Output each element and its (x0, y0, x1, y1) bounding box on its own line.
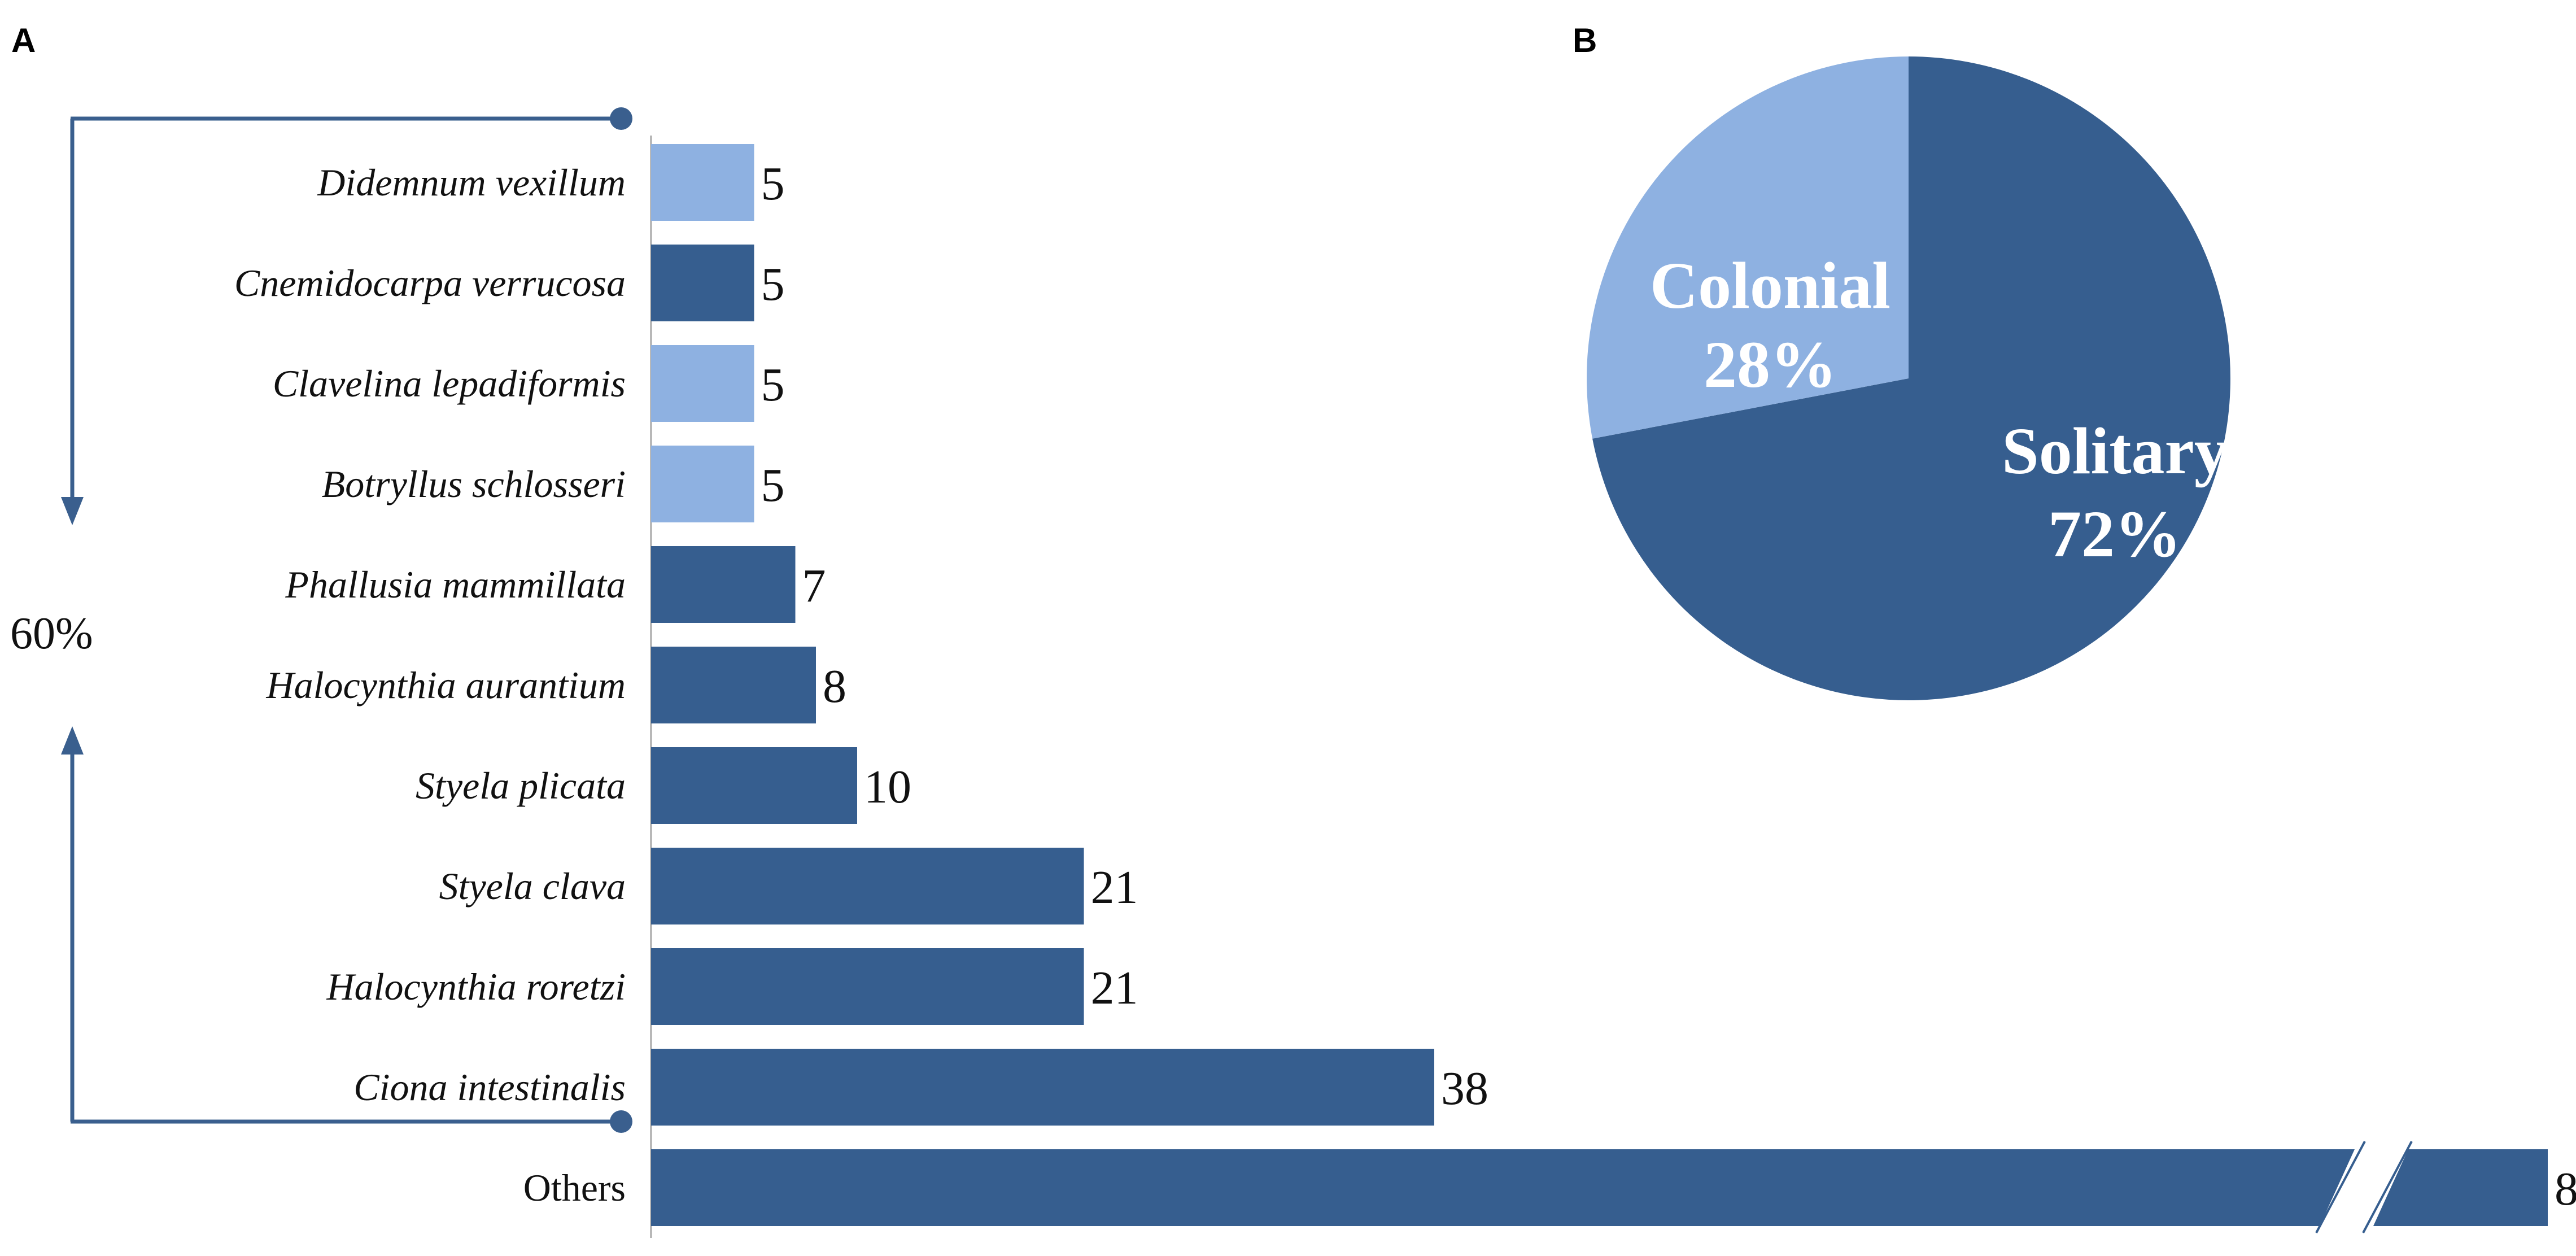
category-label-halocynthia-aurantium: Halocynthia aurantium (265, 664, 626, 706)
axis-break-mark-right (2362, 1141, 2413, 1233)
value-label-styela-plicata: 10 (864, 761, 911, 813)
bar-didemnum-vexillum (651, 144, 754, 221)
pie-chart: Colonial 28% Solitary 72% (1587, 56, 2231, 700)
bracket-down-arrowhead (61, 497, 84, 525)
value-label-halocynthia-aurantium: 8 (823, 660, 846, 713)
category-label-halocynthia-roretzi: Halocynthia roretzi (326, 965, 626, 1008)
value-label-botryllus-schlosseri: 5 (761, 459, 785, 512)
bar-clavelina-lepadiformis (651, 345, 754, 422)
pie-value-colonial: 28% (1704, 328, 1837, 402)
bracket-top-dot (610, 107, 632, 130)
panel-b-letter: B (1573, 21, 1597, 59)
category-label-cnemidocarpa-verrucosa: Cnemidocarpa verrucosa (234, 261, 626, 304)
value-label-styela-clava: 21 (1091, 861, 1138, 914)
bar-styela-clava (651, 848, 1084, 924)
category-label-ciona-intestinalis: Ciona intestinalis (353, 1066, 626, 1109)
panel-a-letter: A (11, 21, 36, 59)
bar-halocynthia-aurantium (651, 647, 816, 723)
pie-slice-colonial (1587, 56, 1909, 439)
category-label-styela-clava: Styela clava (439, 865, 626, 908)
bar-styela-plicata (651, 747, 857, 824)
value-label-clavelina-lepadiformis: 5 (761, 359, 785, 411)
pie-label-solitary: Solitary (2002, 414, 2228, 488)
bar-botryllus-schlosseri (651, 446, 754, 522)
pie-value-solitary: 72% (2048, 497, 2181, 571)
value-label-didemnum-vexillum: 5 (761, 158, 785, 210)
bar-others-segment-left (651, 1149, 2355, 1226)
value-label-halocynthia-roretzi: 21 (1091, 962, 1138, 1014)
value-label-phallusia-mammillata: 7 (802, 560, 826, 612)
bar-phallusia-mammillata (651, 546, 796, 623)
pie-slice-solitary (1592, 56, 2231, 700)
bracket-percentage-label: 60% (10, 609, 93, 658)
bar-others-segment-right (2373, 1149, 2548, 1226)
pie-label-colonial: Colonial (1650, 248, 1890, 322)
bracket-up-arrowhead (61, 726, 84, 755)
value-label-others: 82 (2555, 1163, 2576, 1215)
category-label-botryllus-schlosseri: Botryllus schlosseri (322, 463, 626, 505)
bar-cnemidocarpa-verrucosa (651, 245, 754, 321)
bar-chart: Didemnum vexillum 5 Cnemidocarpa verrucosa… (234, 144, 2576, 1233)
value-label-ciona-intestinalis: 38 (1441, 1062, 1488, 1115)
category-label-styela-plicata: Styela plicata (416, 764, 626, 807)
bar-halocynthia-roretzi (651, 948, 1084, 1025)
category-label-others: Others (523, 1166, 626, 1209)
category-label-phallusia-mammillata: Phallusia mammillata (285, 563, 626, 606)
bracket-bottom-dot (610, 1110, 632, 1133)
value-label-cnemidocarpa-verrucosa: 5 (761, 258, 785, 311)
percentage-bracket: 60% (10, 107, 632, 1133)
axis-break-mark-left (2315, 1141, 2366, 1233)
category-label-clavelina-lepadiformis: Clavelina lepadiformis (273, 362, 626, 405)
category-label-didemnum-vexillum: Didemnum vexillum (317, 161, 626, 204)
bar-ciona-intestinalis (651, 1049, 1434, 1126)
